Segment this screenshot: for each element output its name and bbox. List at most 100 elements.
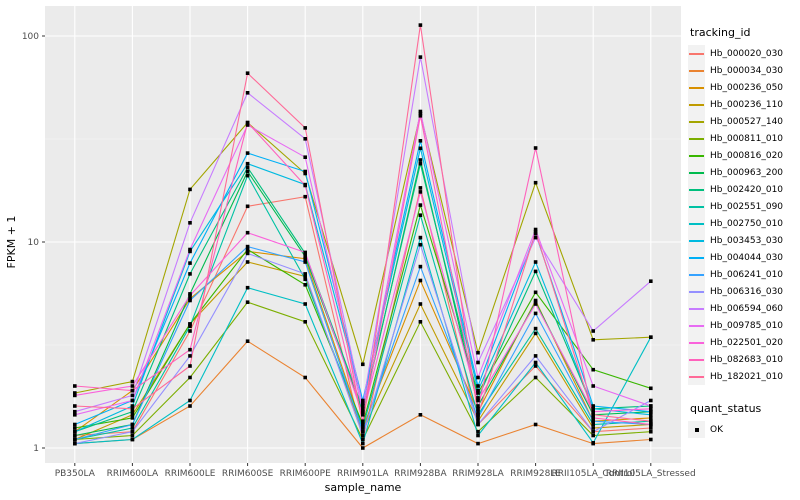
- data-point: [245, 244, 250, 249]
- data-point: [591, 338, 595, 342]
- data-point: [130, 407, 135, 411]
- data-points: [73, 23, 653, 450]
- legend-key-box: [688, 334, 705, 351]
- data-point: [130, 384, 135, 388]
- legend-key-box: [688, 62, 705, 79]
- data-point: [649, 426, 653, 430]
- axis-tick-marks: [42, 35, 652, 466]
- data-point: [73, 426, 77, 430]
- data-point: [418, 278, 423, 283]
- legend-item-label: OK: [710, 424, 723, 435]
- legend-item: Hb_000236_110: [688, 96, 800, 113]
- data-point: [476, 441, 480, 446]
- data-point: [649, 422, 653, 427]
- data-point: [303, 254, 307, 259]
- legend-color-line: [689, 137, 704, 140]
- legend-item-label: Hb_004044_030: [710, 252, 784, 263]
- legend-item-label: Hb_000811_010: [710, 133, 784, 144]
- data-point: [649, 398, 653, 403]
- data-point: [361, 419, 365, 423]
- legend-item-label: Hb_000236_050: [710, 82, 784, 93]
- data-point: [476, 433, 480, 438]
- data-point: [303, 155, 307, 159]
- data-point: [130, 409, 135, 414]
- data-point: [130, 422, 135, 427]
- data-point: [533, 331, 538, 336]
- data-point: [533, 260, 538, 264]
- legend-color-line: [689, 171, 704, 174]
- data-point: [303, 283, 307, 287]
- legend-item-label: Hb_003453_030: [710, 235, 784, 246]
- data-point: [361, 362, 365, 367]
- data-point: [533, 360, 538, 365]
- legend-color-line: [689, 341, 704, 344]
- y-axis-title: FPKM + 1: [5, 216, 18, 269]
- legend-color-line: [689, 358, 704, 361]
- legend-quant-status: quant_status OK: [688, 402, 800, 438]
- legend-item: Hb_004044_030: [688, 249, 800, 266]
- legend-item-label: Hb_002551_090: [710, 201, 784, 212]
- data-point: [303, 126, 307, 130]
- data-point: [591, 404, 595, 408]
- legend-title-tracking-id: tracking_id: [690, 26, 751, 39]
- data-point: [303, 194, 307, 199]
- data-point: [533, 269, 538, 274]
- x-tick-label: RRIM928LE: [510, 469, 561, 479]
- data-point: [649, 416, 653, 420]
- y-tick-label: 10: [28, 238, 40, 248]
- data-point: [303, 272, 307, 276]
- legend-item: Hb_000020_030: [688, 45, 800, 62]
- data-point: [303, 137, 307, 141]
- data-point: [591, 367, 595, 372]
- data-point: [418, 111, 423, 116]
- legend-item-label: Hb_002750_010: [710, 218, 784, 229]
- data-point: [188, 404, 192, 408]
- legend-color-line: [689, 256, 704, 259]
- data-point: [649, 335, 653, 339]
- x-tick-label: RRII105LA_Stressed: [606, 469, 696, 479]
- data-point: [361, 422, 365, 427]
- data-point: [361, 413, 365, 417]
- data-point: [649, 413, 653, 417]
- data-point: [130, 413, 135, 417]
- data-point: [73, 384, 77, 388]
- legend-color-line: [689, 239, 704, 242]
- data-point: [245, 91, 250, 95]
- data-point: [591, 384, 595, 388]
- data-point: [533, 227, 538, 232]
- data-point: [245, 123, 250, 127]
- data-point: [649, 404, 653, 408]
- data-point: [418, 264, 423, 269]
- data-point: [476, 409, 480, 414]
- legend-item: Hb_002420_010: [688, 181, 800, 198]
- legend-color-line: [689, 222, 704, 225]
- data-point: [476, 384, 480, 388]
- data-point: [591, 413, 595, 417]
- legend-key-box: [688, 147, 705, 164]
- data-point: [130, 404, 135, 408]
- data-point: [591, 433, 595, 438]
- data-point: [245, 120, 250, 125]
- legend-color-line: [689, 154, 704, 157]
- data-point: [245, 339, 250, 343]
- data-point: [476, 413, 480, 417]
- legend-color-line: [689, 307, 704, 310]
- data-point: [303, 274, 307, 279]
- data-point: [361, 407, 365, 411]
- legend-key-box: [688, 368, 705, 385]
- data-point: [188, 347, 192, 352]
- legend-color-line: [689, 120, 704, 123]
- y-tick-label: 1: [33, 444, 39, 454]
- data-point: [73, 422, 77, 427]
- data-point: [361, 404, 365, 408]
- data-point: [533, 375, 538, 380]
- legend-item-label: Hb_000816_020: [710, 150, 784, 161]
- data-point: [476, 391, 480, 395]
- data-point: [188, 364, 192, 368]
- data-point: [418, 139, 423, 143]
- data-point: [245, 230, 250, 235]
- data-point: [303, 320, 307, 324]
- data-point: [476, 388, 480, 393]
